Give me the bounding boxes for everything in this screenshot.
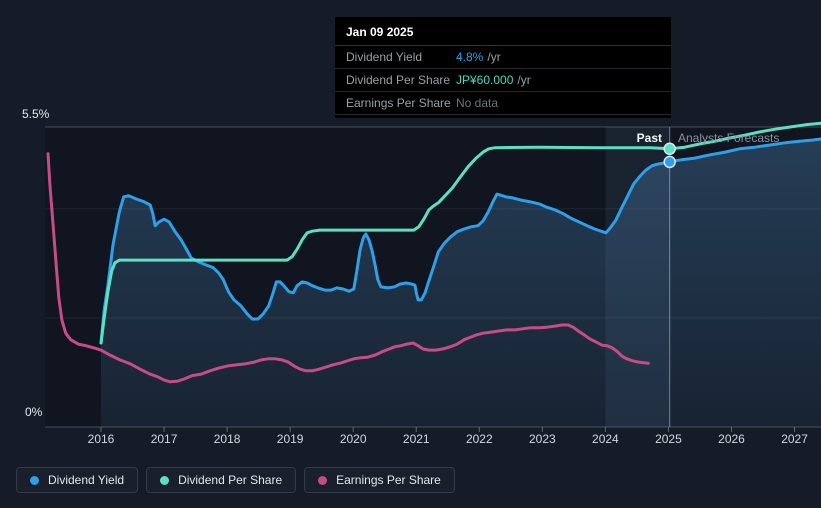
x-axis-label: 2016 bbox=[87, 432, 115, 446]
hover-marker-dividend-per-share bbox=[663, 142, 676, 156]
yield-area-fill bbox=[101, 139, 821, 427]
hover-marker-dividend-yield bbox=[663, 155, 676, 169]
tooltip-label: Earnings Per Share bbox=[346, 96, 451, 110]
series-line-earnings-per-share[interactable] bbox=[46, 152, 650, 384]
x-axis-label: 2026 bbox=[718, 432, 745, 446]
tooltip-value: No data bbox=[456, 96, 499, 110]
tooltip-value: 4.8% bbox=[456, 50, 484, 64]
legend-toggle-dividend-yield[interactable]: Dividend Yield bbox=[16, 467, 139, 493]
tooltip-value-suffix: /yr bbox=[487, 50, 501, 64]
chart-tooltip: Jan 09 2025 Dividend Yield 4.8% /yr Divi… bbox=[335, 17, 671, 118]
x-axis-label: 2024 bbox=[592, 432, 619, 446]
x-axis-label: 2019 bbox=[276, 432, 304, 446]
dividend-per-share-dot-icon bbox=[160, 475, 170, 485]
tooltip-value: JP¥60.000 bbox=[456, 73, 514, 87]
x-axis-label: 2017 bbox=[150, 432, 178, 446]
x-axis-labels: 2016 2017 2018 2019 2020 2021 2022 2023 2024 2025… bbox=[0, 432, 821, 448]
chart-canvas[interactable] bbox=[0, 0, 821, 458]
tooltip-date: Jan 09 2025 bbox=[335, 17, 671, 46]
past-annotation: Past bbox=[636, 131, 662, 145]
legend-label: Earnings Per Share bbox=[336, 473, 441, 487]
x-axis-label: 2025 bbox=[655, 432, 682, 446]
chart-legend: Dividend Yield Dividend Per Share Earnin… bbox=[0, 467, 821, 493]
tooltip-row-earnings-per-share: Earnings Per Share No data bbox=[335, 92, 671, 115]
legend-toggle-dividend-per-share[interactable]: Dividend Per Share bbox=[146, 467, 297, 493]
past-year-band bbox=[605, 127, 670, 427]
dividend-yield-dot-icon bbox=[30, 475, 39, 485]
tooltip-label: Dividend Yield bbox=[346, 50, 423, 64]
x-axis-label: 2022 bbox=[465, 432, 493, 446]
series-line-dividend-per-share[interactable] bbox=[99, 121, 821, 345]
tooltip-row-dividend-per-share: Dividend Per Share JP¥60.000 /yr bbox=[335, 69, 671, 92]
tooltip-label: Dividend Per Share bbox=[346, 73, 451, 87]
dividend-history-chart[interactable]: 5.5% 0% Past Analysts Forecasts 2016 2017… bbox=[0, 0, 821, 458]
x-axis-label: 2020 bbox=[339, 432, 367, 446]
legend-toggle-earnings-per-share[interactable]: Earnings Per Share bbox=[304, 467, 455, 493]
x-axis-label: 2027 bbox=[781, 432, 808, 446]
series-line-dividend-yield[interactable] bbox=[99, 137, 821, 345]
earnings-per-share-dot-icon bbox=[318, 475, 328, 485]
x-axis-label: 2021 bbox=[402, 432, 430, 446]
legend-label: Dividend Per Share bbox=[178, 473, 283, 487]
tooltip-value-suffix: /yr bbox=[517, 73, 531, 87]
x-axis-label: 2023 bbox=[528, 432, 556, 446]
y-axis-max-label: 5.5% bbox=[22, 107, 50, 121]
y-axis-min-label: 0% bbox=[25, 405, 43, 419]
analysts-forecasts-annotation: Analysts Forecasts bbox=[678, 131, 780, 145]
x-axis-label: 2018 bbox=[213, 432, 241, 446]
legend-label: Dividend Yield bbox=[48, 473, 125, 487]
tooltip-row-dividend-yield: Dividend Yield 4.8% /yr bbox=[335, 46, 671, 69]
